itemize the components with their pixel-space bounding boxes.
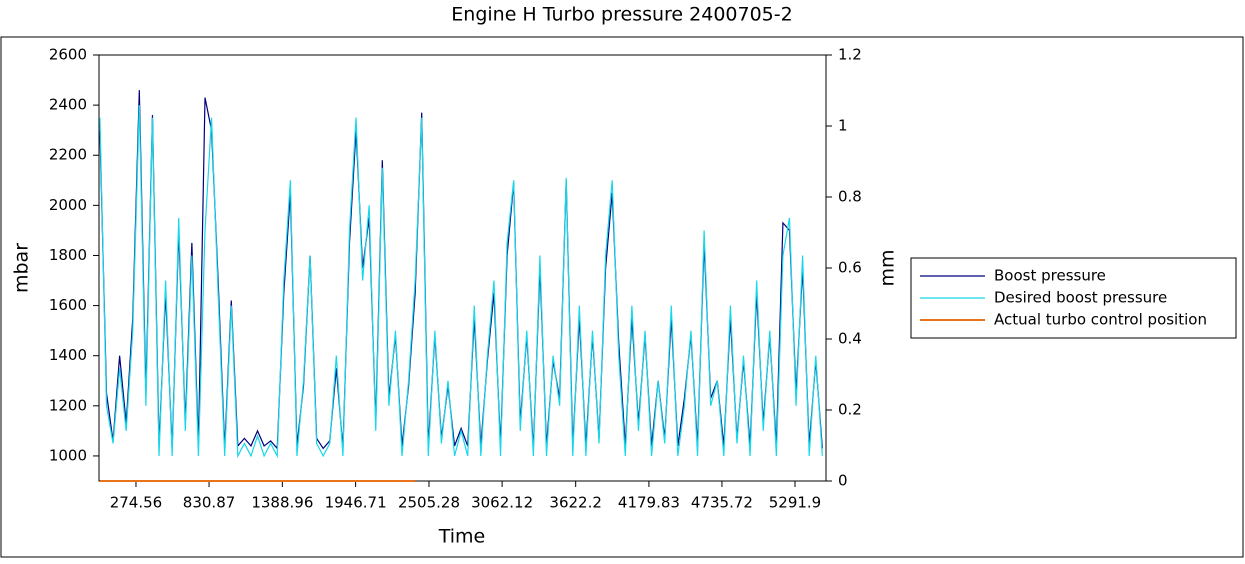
x-tick-label: 830.87 [183, 494, 236, 512]
y2-tick-label: 0.4 [838, 330, 862, 348]
y2-tick-label: 1.2 [838, 46, 862, 64]
y2-tick-label: 0 [838, 472, 848, 490]
y2-axis-label: mm [877, 249, 899, 286]
x-tick-label: 1946.71 [325, 494, 387, 512]
y-tick-label: 2200 [49, 146, 87, 164]
y2-tick-label: 0.6 [838, 259, 862, 277]
legend-label: Boost pressure [994, 267, 1106, 285]
y-tick-label: 2600 [49, 46, 87, 64]
x-tick-label: 5291.9 [769, 494, 822, 512]
series-line [99, 105, 823, 459]
plot-area [98, 54, 827, 482]
y2-tick-label: 1 [838, 117, 848, 135]
y-axis-label: mbar [11, 243, 33, 293]
y-tick-label: 1400 [49, 346, 87, 364]
y-tick-label: 2400 [49, 96, 87, 114]
x-tick-label: 1388.96 [251, 494, 313, 512]
frame [0, 36, 1244, 558]
x-tick-label: 274.56 [110, 494, 163, 512]
x-tick-label: 3062.12 [471, 494, 533, 512]
legend-label: Desired boost pressure [994, 289, 1167, 307]
y-tick-label: 1200 [49, 396, 87, 414]
x-tick-label: 2505.28 [398, 494, 460, 512]
y-tick-label: 1000 [49, 446, 87, 464]
chart-title: Engine H Turbo pressure 2400705-2 [451, 4, 792, 26]
y-tick-label: 1800 [49, 246, 87, 264]
x-tick-label: 4735.72 [691, 494, 753, 512]
y2-tick-label: 0.2 [838, 401, 862, 419]
y2-tick-label: 0.8 [838, 188, 862, 206]
legend-label: Actual turbo control position [994, 311, 1207, 329]
x-tick-label: 3622.2 [549, 494, 602, 512]
y-tick-label: 1600 [49, 296, 87, 314]
y-tick-label: 2000 [49, 196, 87, 214]
x-axis-label: Time [438, 526, 486, 548]
x-tick-label: 4179.83 [618, 494, 680, 512]
